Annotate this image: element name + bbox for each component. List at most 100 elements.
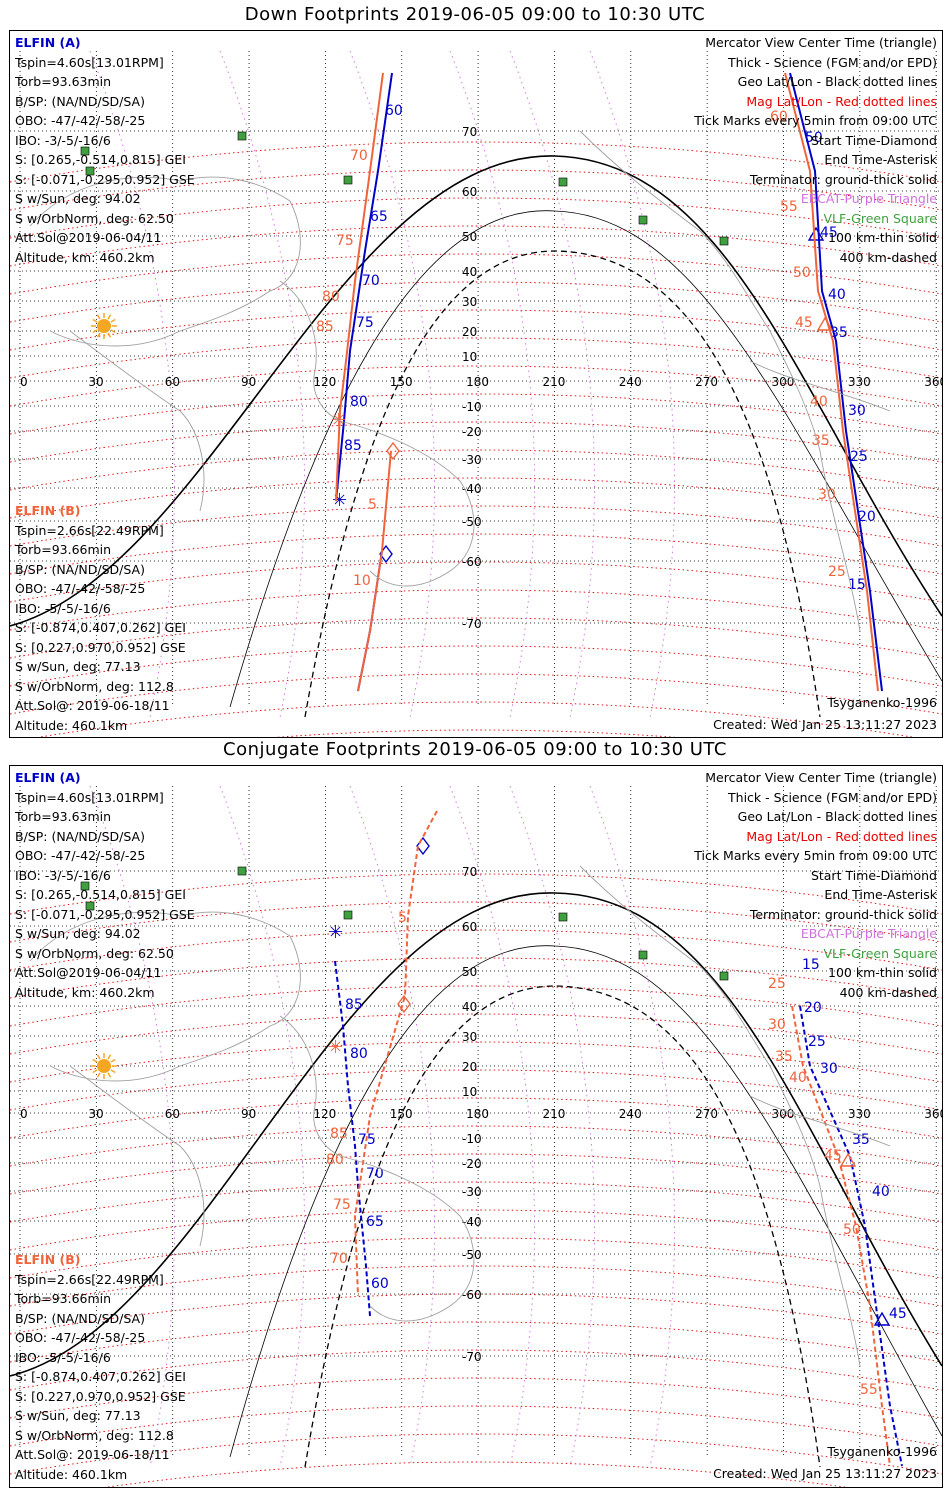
mag-lon-curve <box>449 50 535 718</box>
lat-label: 20 <box>462 1060 477 1074</box>
legend-item: Terminator: ground-thick solid <box>749 171 937 187</box>
legend-item: VLF-Green Square <box>823 945 937 961</box>
lat-label: -10 <box>462 1132 482 1146</box>
lat-label: -20 <box>462 1157 482 1171</box>
lon-label: 150 <box>390 1107 413 1121</box>
coastline <box>339 420 475 587</box>
lat-label: 50 <box>462 230 477 244</box>
elfin-b-tick-label: 55 <box>860 1382 878 1398</box>
terminator-100km <box>229 210 942 708</box>
sun-icon <box>91 313 117 339</box>
end-time-asterisk: ✳ <box>328 922 343 943</box>
mag-lat-curve <box>10 421 942 463</box>
lat-label: -70 <box>462 1350 482 1364</box>
vlf-green-square <box>237 131 247 141</box>
lon-label: 210 <box>542 375 565 389</box>
lat-label: -10 <box>462 400 482 414</box>
mag-lat-curve <box>10 309 942 351</box>
mag-lat-curve <box>10 1069 942 1111</box>
elfin-b-tick-label: 55 <box>780 199 798 215</box>
mag-lat-curve <box>10 225 942 267</box>
elfin-a-param: Att.Sol@2019-06-04/11 <box>15 965 162 980</box>
elfin-b-param: S: [-0.874,0.407,0.262] GEI <box>15 1369 186 1384</box>
elfin-a-tick-label: 20 <box>858 509 876 525</box>
elfin-a-tick-label: 85 <box>344 438 362 454</box>
elfin-a-param: OBO: -47/-42/-58/-25 <box>15 113 146 128</box>
elfin-a-param: Tspin=4.60s[13.01RPM] <box>15 54 164 70</box>
elfin-b-param: B/SP: (NA/ND/SD/SA) <box>15 1310 145 1326</box>
vlf-green-square <box>80 881 90 891</box>
mag-lon-curve <box>449 785 535 1468</box>
lon-label: 90 <box>241 375 256 389</box>
vlf-green-square <box>237 866 247 876</box>
legend-item: Terminator: ground-thick solid <box>749 906 937 922</box>
mag-grid <box>10 785 942 1487</box>
map-legend: Mercator View Center Time (triangle) Thic… <box>694 768 937 1002</box>
elfin-b-tick-label: 70 <box>350 148 368 164</box>
sun-icon <box>91 1053 117 1079</box>
vlf-green-square <box>719 236 729 246</box>
mag-lat-curve <box>275 729 677 737</box>
mag-lat-curve <box>10 901 942 943</box>
elfin-b-param: Att.Sol@: 2019-06-18/11 <box>15 1447 170 1462</box>
coastline <box>579 130 861 632</box>
elfin-a-trace-west <box>334 960 371 1317</box>
legend-item: Mag Lat/Lon - Red dotted lines <box>746 93 937 109</box>
coastline <box>279 1015 341 1157</box>
mag-lon-curve <box>219 785 305 1468</box>
lon-label: 180 <box>466 375 489 389</box>
mag-lat-curve <box>10 1181 942 1223</box>
elfin-b-param: Altitude: 460.1km <box>15 1466 128 1482</box>
elfin-a-trace-north <box>335 72 393 502</box>
geo-grid <box>10 786 942 1457</box>
elfin-b-info: ELFIN (B) Tspin=2.66s[22.49RPM] Torb=93.6… <box>15 1250 186 1484</box>
elfin-b-tick-label: 35 <box>775 1049 793 1065</box>
elfin-a-tick-label: 65 <box>366 1214 384 1230</box>
elfin-b-tick-label: 5 <box>398 910 407 926</box>
elfin-b-tick-label: 30 <box>768 1017 786 1033</box>
lat-label: -60 <box>462 555 482 569</box>
mag-lat-curve <box>10 1237 942 1279</box>
lon-label: 270 <box>695 375 718 389</box>
coastline <box>29 911 301 1082</box>
lon-label: 330 <box>848 375 871 389</box>
elfin-a-tick-label: 30 <box>820 1061 838 1077</box>
elfin-b-param: Tspin=2.66s[22.49RPM] <box>15 1271 164 1287</box>
terminator-curves <box>10 892 942 1468</box>
lon-label: 300 <box>772 1107 795 1121</box>
mag-lat-curve <box>10 253 942 295</box>
mag-lat-curve <box>10 1097 942 1139</box>
lon-label: 60 <box>165 375 180 389</box>
mag-lat-curve <box>10 477 942 519</box>
legend-item: 100 km-thin solid <box>828 230 937 245</box>
elfin-a-params: Tspin=4.60s[13.01RPM] Torb=93.63min B/SP: … <box>15 53 195 268</box>
lat-label: -30 <box>462 1185 482 1199</box>
elfin-b-tick-label: 50 <box>843 1222 861 1238</box>
lat-label: -30 <box>462 453 482 467</box>
created-timestamp: Created: Wed Jan 25 13:11:27 2023 <box>713 717 937 732</box>
elfin-a-info: ELFIN (A) Tspin=4.60s[13.01RPM] Torb=93.6… <box>15 768 195 1002</box>
elfin-b-trace-north <box>335 72 384 502</box>
legend-item: 400 km-dashed <box>839 984 937 1000</box>
terminator-curves <box>10 155 942 718</box>
elfin-a-label: ELFIN (A) <box>15 35 81 50</box>
legend-item: End Time-Asterisk <box>824 152 937 167</box>
lat-label: 50 <box>462 965 477 979</box>
elfin-b-tick-label: 85 <box>330 1126 348 1142</box>
mag-lat-curve <box>10 617 942 659</box>
lon-label: 150 <box>390 375 413 389</box>
legend-item: Thick - Science (FGM and/or EPD) <box>728 54 937 70</box>
elfin-a-param: B/SP: (NA/ND/SD/SA) <box>15 828 145 844</box>
mag-lon-curve <box>89 50 175 718</box>
end-time-asterisk: ✳ <box>328 1037 343 1058</box>
map-legend: Mercator View Center Time (triangle) Thic… <box>694 33 937 267</box>
lat-label: -70 <box>462 617 482 631</box>
elfin-b-trace: ✳ 5 85 80 75 70 25 30 35 40 45 50 55 <box>326 810 891 1467</box>
legend-item: Mercator View Center Time (triangle) <box>705 35 937 50</box>
elfin-b-tick-label: 25 <box>828 564 846 580</box>
lon-label: 0 <box>20 1107 28 1121</box>
elfin-a-param: S: [0.265,-0.514,0.815] GEI <box>15 152 186 167</box>
elfin-a-tick-label: 45 <box>820 225 838 241</box>
center-time-triangle <box>873 1311 891 1326</box>
coastline <box>279 280 341 422</box>
